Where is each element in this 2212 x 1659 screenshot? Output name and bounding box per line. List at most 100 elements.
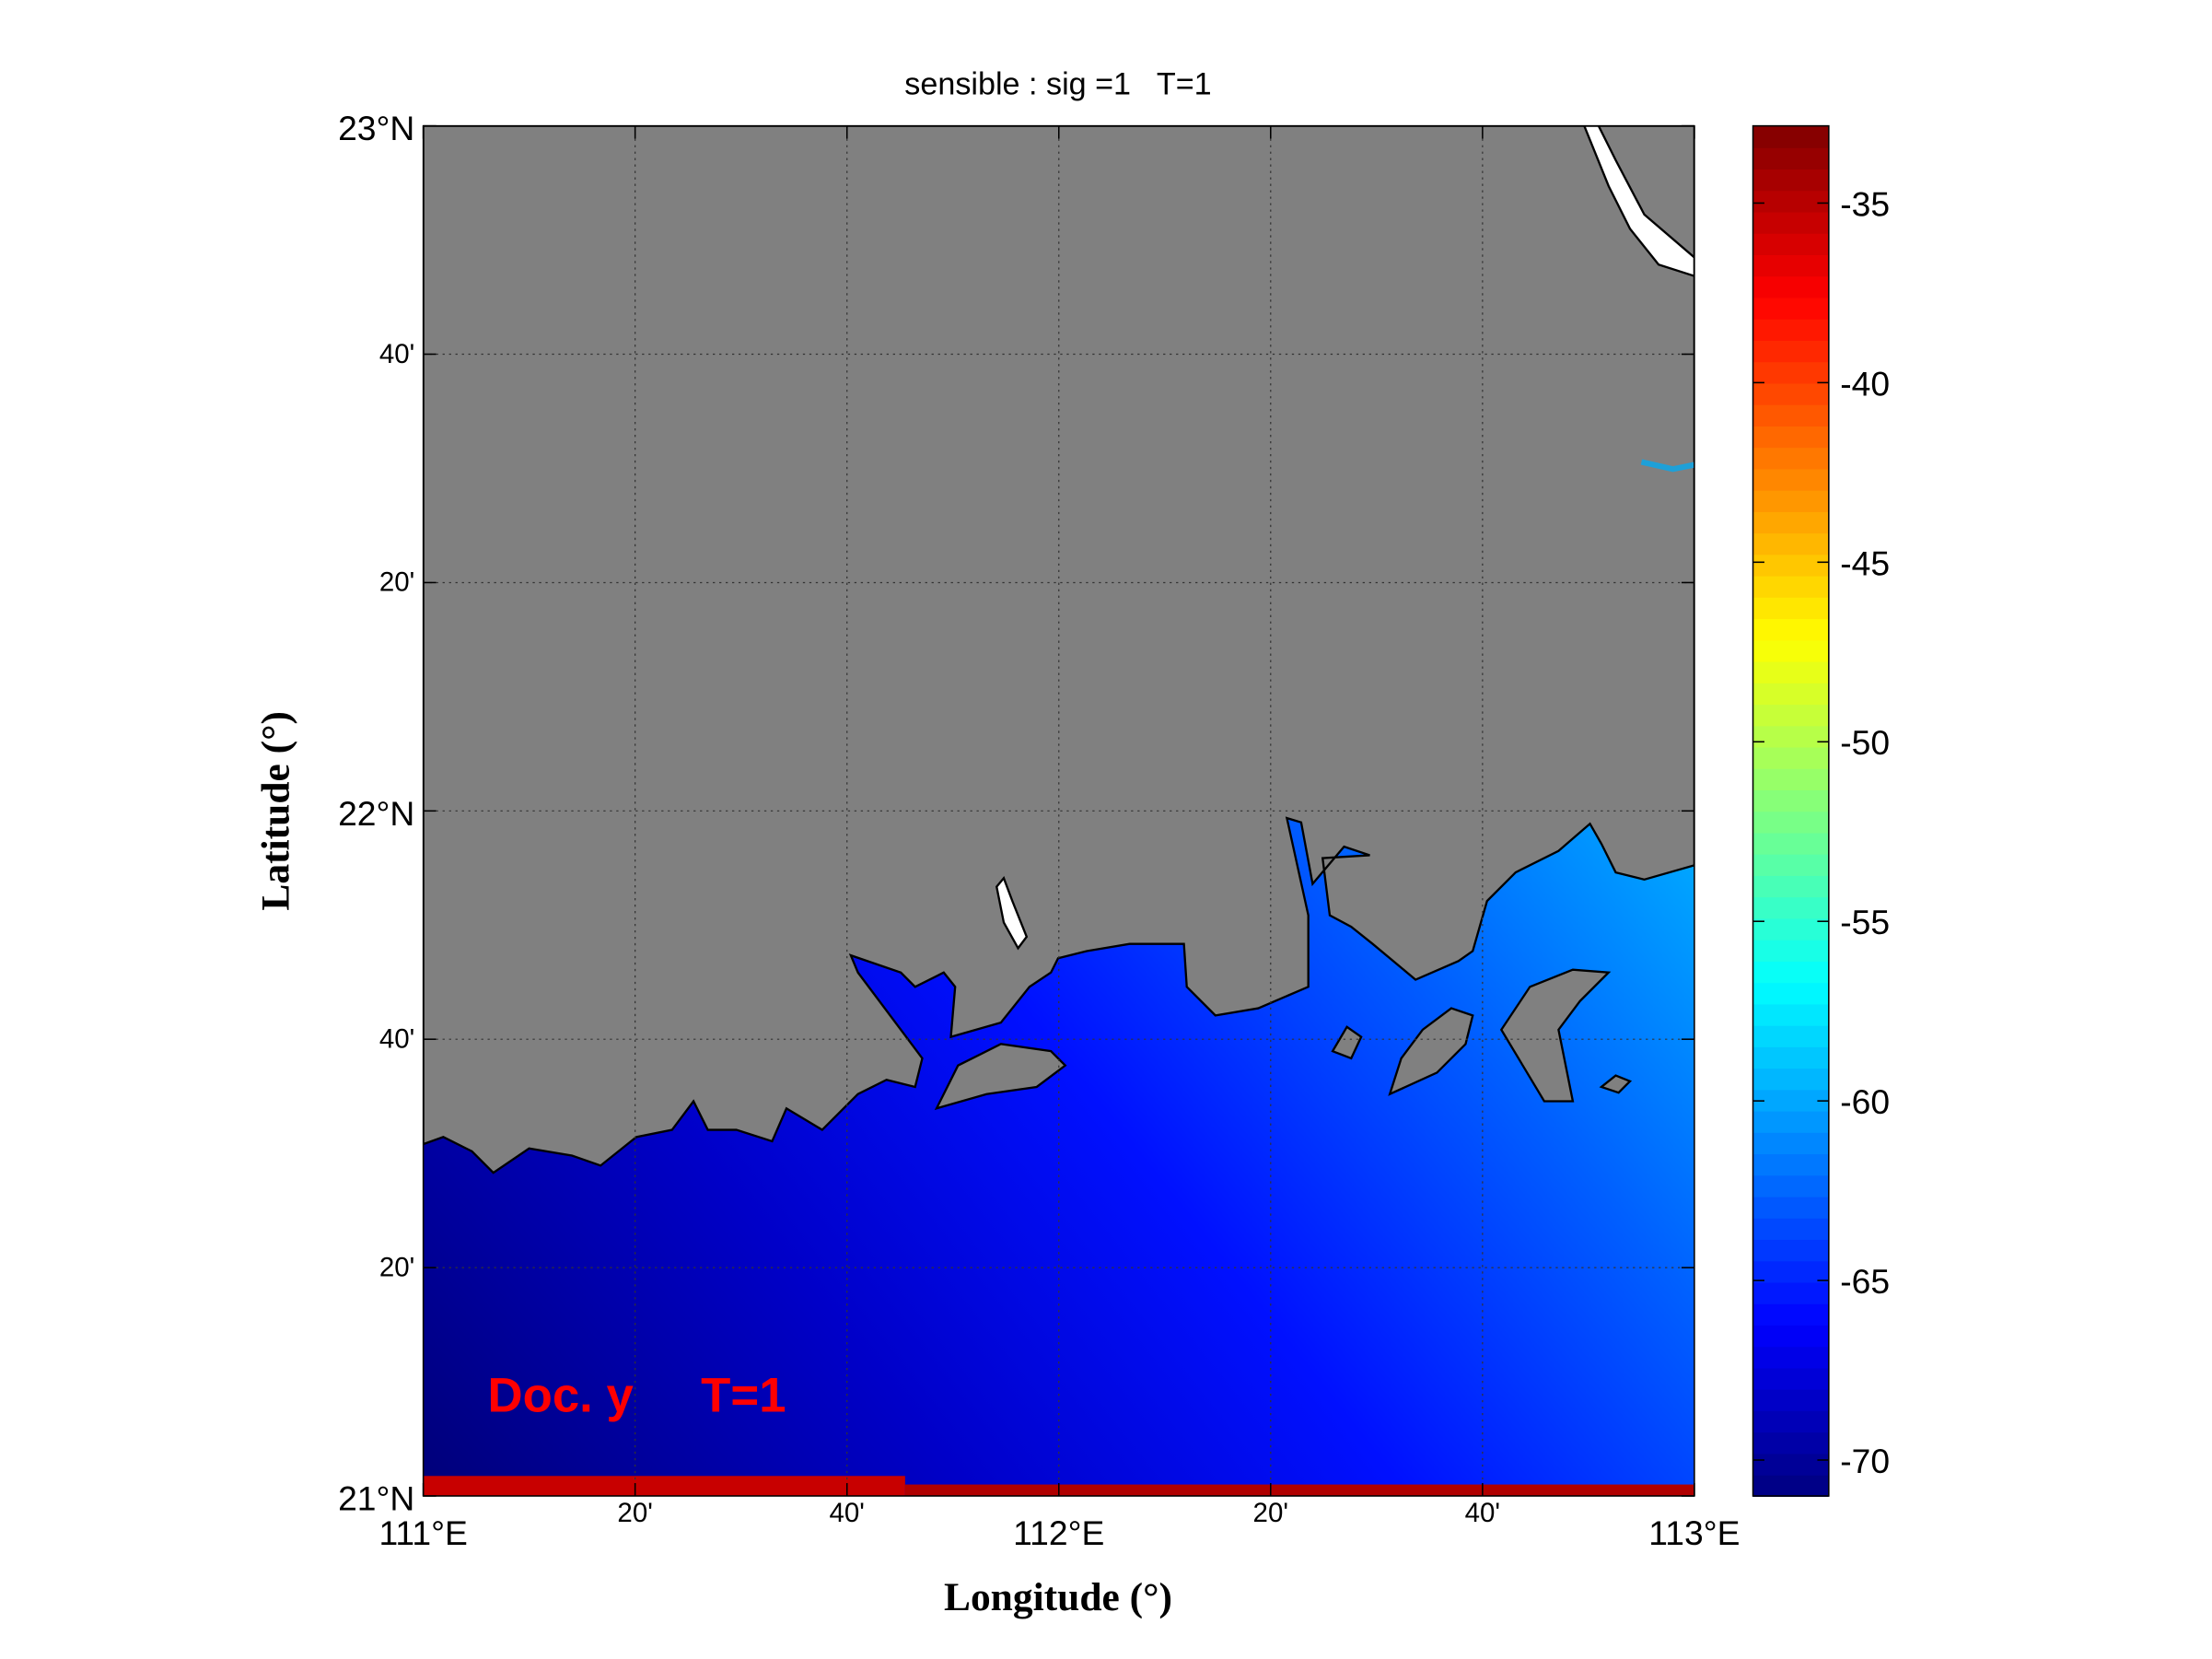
colorbar-tick-label: -70 <box>1840 1442 1890 1480</box>
colorbar-cell <box>1752 1281 1829 1304</box>
colorbar-cell <box>1752 1410 1829 1433</box>
colorbar-cell <box>1752 232 1829 256</box>
x-tick-label: 20' <box>1253 1498 1288 1528</box>
colorbar-cell <box>1752 639 1829 662</box>
colorbar-cell <box>1752 425 1829 449</box>
y-tick-label: 20' <box>379 1252 414 1282</box>
y-tick-label: 20' <box>379 567 414 598</box>
x-axis-label: Longitude (°) <box>944 1575 1172 1619</box>
colorbar-cell <box>1752 340 1829 363</box>
colorbar-cell <box>1752 254 1829 277</box>
x-tick-label: 40' <box>1465 1498 1500 1528</box>
colorbar-cell <box>1752 1388 1829 1411</box>
colorbar-tick-label: -60 <box>1840 1082 1890 1121</box>
annotation: Doc. y T=1 <box>488 1368 786 1422</box>
map-field <box>423 125 1694 1497</box>
island <box>1499 968 1612 1103</box>
colorbar-cell <box>1752 382 1829 405</box>
colorbar-cell <box>1752 1196 1829 1219</box>
colorbar-tick-label: -45 <box>1840 543 1890 582</box>
colorbar-cell <box>1752 297 1829 320</box>
colorbar-frame <box>1752 124 1830 1497</box>
colorbar-cell <box>1752 725 1829 748</box>
colorbar-tick-label: -35 <box>1840 184 1890 223</box>
colorbar-cell <box>1752 275 1829 298</box>
x-tick-label: 111°E <box>378 1513 467 1552</box>
colorbar-cell <box>1752 1110 1829 1133</box>
colorbar-cell <box>1752 1346 1829 1369</box>
colorbar-tick-label: -50 <box>1840 723 1890 762</box>
colorbar-cell <box>1752 1068 1829 1091</box>
colorbar-cell <box>1752 211 1829 234</box>
river <box>1583 125 1694 277</box>
colorbar-cell <box>1752 575 1829 598</box>
y-tick-label: 40' <box>379 1024 414 1055</box>
boundary-strip <box>423 1476 905 1497</box>
river <box>1640 459 1694 473</box>
colorbar-cell <box>1752 596 1829 620</box>
colorbar-cell <box>1752 832 1829 855</box>
colorbar-cell <box>1752 660 1829 683</box>
colorbar-cell <box>1752 403 1829 426</box>
colorbar-tick-label: -40 <box>1840 364 1890 403</box>
colorbar-cell <box>1752 1367 1829 1390</box>
boundary-strip <box>904 1484 1694 1497</box>
colorbar-cell <box>1752 1260 1829 1283</box>
island <box>1599 1074 1633 1094</box>
colorbar-cell <box>1752 489 1829 512</box>
colorbar-cell <box>1752 1089 1829 1112</box>
x-tick-label: 112°E <box>1013 1513 1104 1552</box>
colorbar-cell <box>1752 939 1829 962</box>
colorbar-cell <box>1752 1303 1829 1326</box>
colorbar-cell <box>1752 1453 1829 1476</box>
island <box>1331 1025 1363 1060</box>
colorbar-cell <box>1752 169 1829 192</box>
colorbar-tick-label: -65 <box>1840 1262 1890 1301</box>
lake <box>995 876 1029 951</box>
colorbar-cell <box>1752 532 1829 555</box>
y-tick-label: 23°N <box>338 109 414 147</box>
x-tick-label: 113°E <box>1648 1513 1740 1552</box>
colorbar: -70 -65 -60 -55 -50 -45 -40 -35 <box>1752 124 1890 1497</box>
colorbar-cell <box>1752 190 1829 213</box>
colorbar-cell <box>1752 896 1829 919</box>
colorbar-cell <box>1752 704 1829 727</box>
island <box>1388 1007 1474 1096</box>
x-tick-label: 20' <box>617 1498 652 1528</box>
colorbar-cell <box>1752 1174 1829 1198</box>
colorbar-cell <box>1752 361 1829 384</box>
colorbar-cell <box>1752 1003 1829 1026</box>
colorbar-cell <box>1752 1046 1829 1069</box>
colorbar-cell <box>1752 811 1829 834</box>
colorbar-cell <box>1752 1217 1829 1241</box>
colorbar-cell <box>1752 468 1829 491</box>
colorbar-cell <box>1752 447 1829 470</box>
colorbar-cell <box>1752 146 1829 170</box>
colorbar-cell <box>1752 125 1829 148</box>
colorbar-cell <box>1752 318 1829 341</box>
colorbar-cell <box>1752 982 1829 1005</box>
colorbar-cell <box>1752 1431 1829 1455</box>
y-tick-label: 21°N <box>338 1479 414 1518</box>
colorbar-cell <box>1752 510 1829 534</box>
colorbar-cell <box>1752 554 1829 577</box>
plot-frame <box>422 124 1695 1497</box>
y-axis-label: Latitude (°) <box>254 711 298 911</box>
y-tick-label: 40' <box>379 339 414 369</box>
colorbar-cell <box>1752 875 1829 898</box>
colorbar-cell <box>1752 682 1829 706</box>
y-tick-label: 22°N <box>338 794 414 833</box>
colorbar-tick-label: -55 <box>1840 903 1890 941</box>
colorbar-cell <box>1752 789 1829 812</box>
colorbar-cell <box>1752 1239 1829 1262</box>
colorbar-cell <box>1752 1024 1829 1047</box>
colorbar-cell <box>1752 1474 1829 1497</box>
x-tick-label: 40' <box>830 1498 865 1528</box>
colorbar-cell <box>1752 1325 1829 1348</box>
title: sensible : sig =1 T=1 <box>904 66 1211 101</box>
colorbar-cell <box>1752 618 1829 641</box>
colorbar-cell <box>1752 1153 1829 1176</box>
colorbar-cell <box>1752 853 1829 876</box>
island <box>934 1043 1067 1111</box>
